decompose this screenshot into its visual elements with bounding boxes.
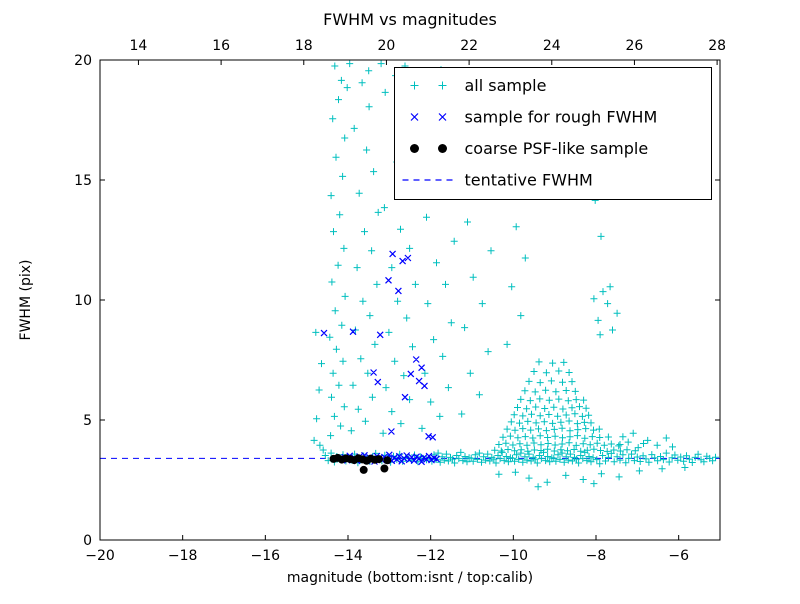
legend-label: sample for rough FWHM — [465, 108, 658, 127]
y-axis: 0 5 10 15 20 — [74, 53, 720, 549]
x-tick-label-bottom: −18 — [168, 548, 198, 564]
chart-title: FWHM vs magnitudes — [323, 10, 497, 29]
x-tick-label-top: 24 — [543, 38, 561, 54]
y-axis-label: FWHM (pix) — [18, 260, 34, 341]
legend-x-marker — [410, 113, 419, 121]
legend-label: all sample — [465, 76, 547, 95]
y-tick-label: 15 — [74, 173, 92, 189]
x-tick-label-top: 28 — [708, 38, 726, 54]
y-tick-label: 20 — [74, 53, 92, 69]
x-tick-label-top: 20 — [378, 38, 396, 54]
x-tick-label-bottom: −16 — [251, 548, 281, 564]
x-tick-label-top: 22 — [460, 38, 478, 54]
x-tick-label-top: 14 — [130, 38, 148, 54]
legend-plus-marker — [438, 81, 447, 90]
dot-marker — [383, 456, 392, 465]
x-tick-label-top: 26 — [626, 38, 644, 54]
x-axis-label: magnitude (bottom:isnt / top:calib) — [287, 570, 533, 586]
x-tick-label-top: 18 — [295, 38, 313, 54]
x-axis-top: 14 16 18 20 22 24 26 28 — [130, 38, 726, 65]
y-tick-label: 5 — [83, 413, 92, 429]
dot-marker — [380, 464, 389, 473]
legend-label: tentative FWHM — [465, 171, 593, 190]
series-0-points — [310, 60, 719, 491]
legend-dot-marker — [410, 144, 419, 153]
dot-marker — [359, 465, 368, 474]
x-tick-label-bottom: −10 — [499, 548, 529, 564]
x-tick-label-bottom: −8 — [586, 548, 607, 564]
x-tick-label-bottom: −14 — [333, 548, 363, 564]
x-tick-label-top: 16 — [212, 38, 230, 54]
legend-label: coarse PSF-like sample — [465, 139, 649, 158]
dot-marker — [375, 455, 383, 464]
x-tick-label-bottom: −20 — [85, 548, 115, 564]
series-2-points — [329, 453, 392, 474]
x-tick-label-bottom: −12 — [416, 548, 446, 564]
y-tick-label: 0 — [83, 533, 92, 549]
x-tick-label-bottom: −6 — [668, 548, 689, 564]
x-axis-bottom: −20 −18 −16 −14 −12 −10 −8 −6 — [85, 535, 689, 564]
legend-x-marker — [438, 113, 447, 121]
legend-plus-marker — [410, 81, 419, 90]
legend: all sample sample for rough FWHM coarse PS… — [394, 67, 712, 200]
y-tick-label: 10 — [74, 293, 92, 309]
legend-box — [394, 67, 712, 200]
plus-markers — [310, 60, 719, 491]
legend-dot-marker — [438, 144, 447, 153]
